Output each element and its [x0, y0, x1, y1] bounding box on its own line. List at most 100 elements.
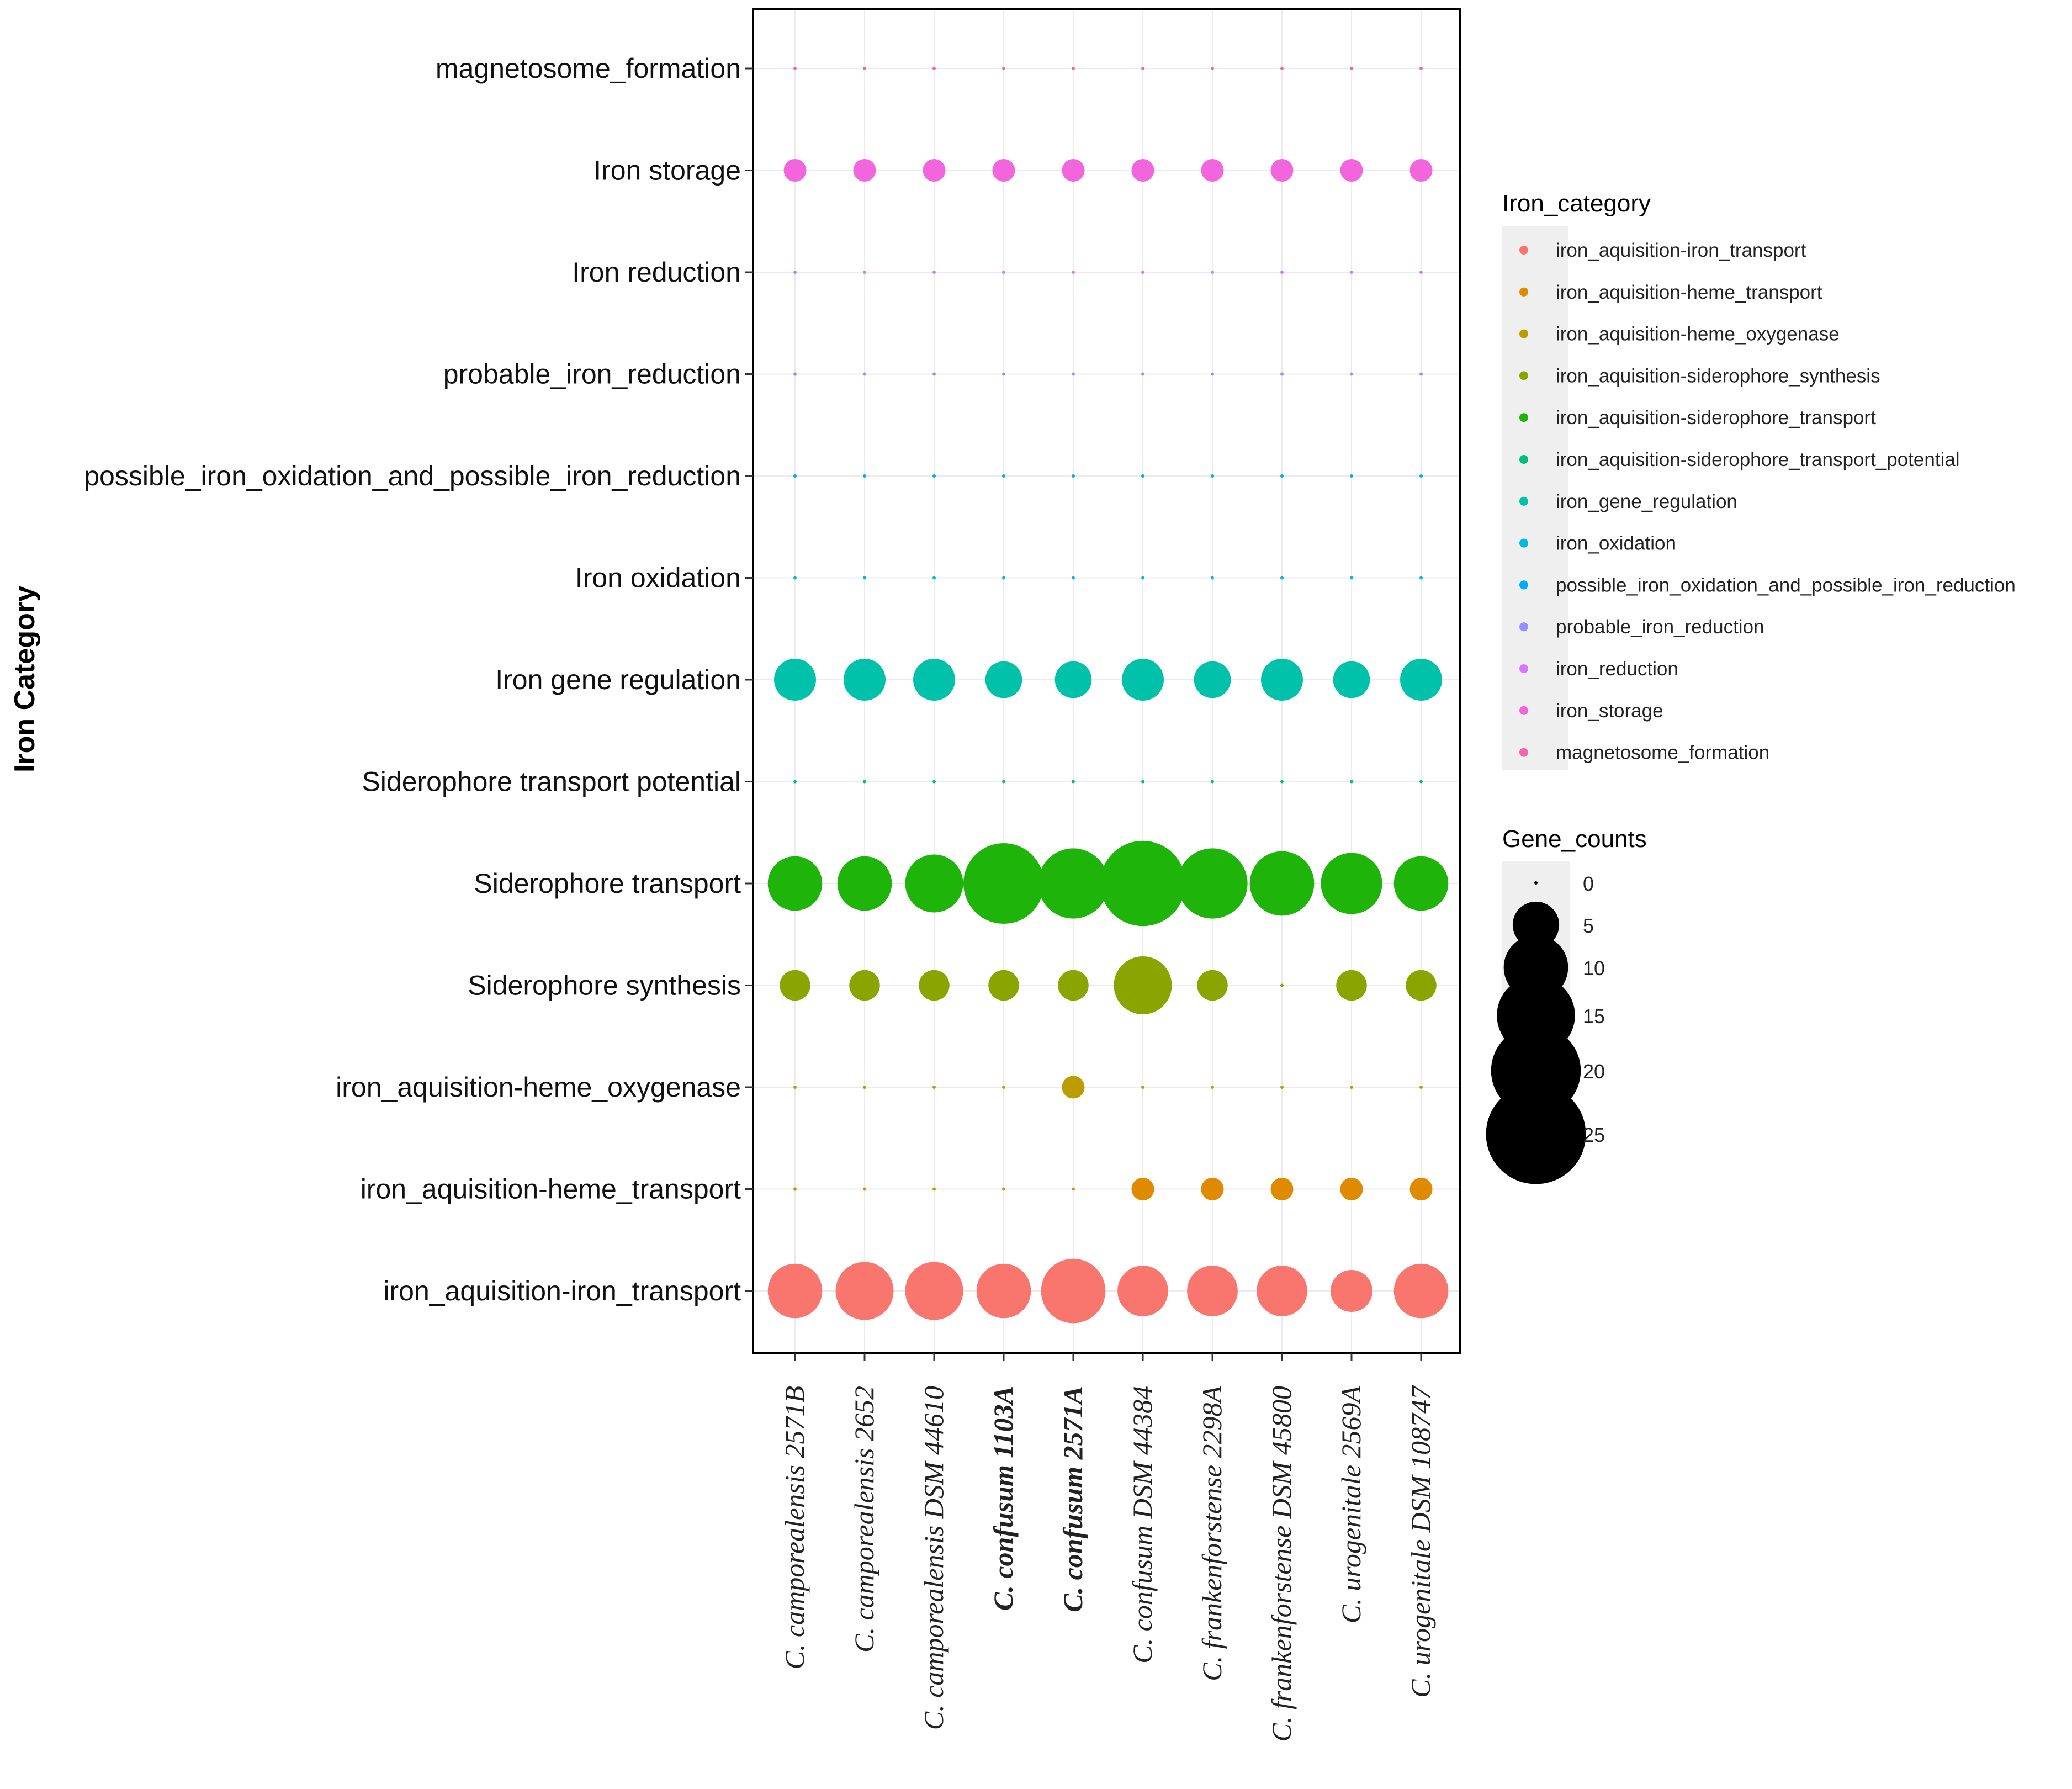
- data-point: [1419, 474, 1423, 478]
- data-point: [1141, 271, 1144, 274]
- data-point: [1340, 159, 1363, 182]
- data-point: [1333, 661, 1370, 698]
- y-tick-label: possible_iron_oxidation_and_possible_iro…: [84, 461, 741, 491]
- data-points: [767, 67, 1449, 1324]
- data-point: [853, 159, 876, 182]
- data-point: [1131, 1178, 1154, 1200]
- data-point: [913, 659, 955, 701]
- data-point: [1197, 970, 1228, 1001]
- data-point: [1350, 271, 1353, 274]
- data-point: [1141, 372, 1144, 376]
- data-point: [1072, 474, 1075, 478]
- data-point: [774, 659, 816, 701]
- data-point: [1131, 159, 1154, 182]
- x-tick-label: C. camporealensis 2571B: [779, 1386, 810, 1669]
- data-point: [849, 970, 880, 1001]
- data-point: [1141, 1086, 1144, 1089]
- legend-color-label: iron_aquisition-iron_transport: [1556, 240, 1806, 261]
- y-axis-ticks: magnetosome_formation Iron storage Iron re…: [84, 53, 753, 1306]
- data-point: [837, 856, 892, 911]
- legend-color-label: iron_aquisition-siderophore_transport: [1556, 407, 1876, 428]
- y-tick-label: Siderophore synthesis: [468, 970, 741, 1001]
- data-point: [932, 474, 936, 478]
- data-point: [1280, 780, 1284, 784]
- data-point: [1041, 1258, 1106, 1324]
- data-point: [1211, 780, 1214, 784]
- legend-color-key: [1519, 246, 1528, 255]
- legend-color-key-background: [1502, 226, 1568, 770]
- data-point: [1280, 67, 1284, 70]
- y-tick-label: Iron gene regulation: [495, 664, 741, 695]
- x-tick-label: C. urogenitale DSM 108747: [1405, 1385, 1436, 1698]
- data-point: [1062, 159, 1085, 182]
- data-point: [976, 1263, 1031, 1319]
- data-point: [919, 970, 950, 1001]
- data-point: [1280, 983, 1284, 987]
- data-point: [1419, 271, 1423, 274]
- data-point: [1177, 848, 1248, 919]
- data-point: [1187, 1266, 1238, 1316]
- data-point: [1114, 956, 1172, 1014]
- data-point: [793, 1086, 797, 1089]
- legend-color-label: iron_gene_regulation: [1556, 491, 1737, 512]
- data-point: [932, 372, 936, 376]
- data-point: [844, 659, 886, 701]
- data-point: [1331, 1270, 1372, 1312]
- data-point: [1419, 67, 1423, 70]
- legend-color-label: possible_iron_oxidation_and_possible_iro…: [1556, 574, 2016, 596]
- y-tick-label: Siderophore transport potential: [362, 766, 741, 797]
- y-tick-label: Iron storage: [593, 155, 741, 186]
- data-point: [1350, 372, 1353, 376]
- data-point: [1419, 576, 1423, 580]
- data-point: [1062, 1076, 1085, 1099]
- data-point: [1141, 780, 1144, 784]
- data-point: [1072, 67, 1075, 70]
- data-point: [1280, 474, 1284, 478]
- data-point: [1211, 1086, 1214, 1089]
- data-point: [1393, 856, 1449, 911]
- data-point: [1280, 372, 1284, 376]
- y-tick-label: iron_aquisition-heme_oxygenase: [336, 1072, 741, 1103]
- data-point: [992, 159, 1015, 182]
- y-tick-label: Iron reduction: [572, 257, 741, 288]
- data-point: [1211, 67, 1214, 70]
- data-point: [1419, 780, 1423, 784]
- x-tick-label: C. urogenitale 2569A: [1336, 1386, 1366, 1624]
- data-point: [1409, 159, 1433, 182]
- x-tick-label: C. confusum 2571A: [1057, 1386, 1088, 1612]
- legend-color-key: [1519, 538, 1528, 548]
- data-point: [863, 474, 866, 478]
- data-point: [963, 843, 1044, 924]
- data-point: [932, 1086, 936, 1089]
- y-tick-label: magnetosome_formation: [436, 53, 741, 84]
- data-point: [932, 780, 936, 784]
- x-tick-label: C. frankenforstense 2298A: [1196, 1386, 1227, 1681]
- data-point: [793, 67, 797, 70]
- legend-color-key: [1519, 580, 1528, 590]
- data-point: [863, 372, 866, 376]
- data-point: [863, 780, 866, 784]
- data-point: [1211, 474, 1214, 478]
- legend-color-key: [1519, 622, 1528, 632]
- data-point: [1072, 576, 1075, 580]
- x-tick-label: C. frankenforstense DSM 45800: [1266, 1386, 1297, 1742]
- data-point: [793, 372, 797, 376]
- legend-size-key: [1534, 881, 1538, 885]
- legend-color-title: Iron_category: [1502, 190, 1651, 217]
- data-point: [905, 854, 963, 913]
- data-point: [767, 856, 823, 911]
- legend-color-key: [1519, 706, 1528, 715]
- data-point: [1350, 576, 1353, 580]
- y-tick-label: iron_aquisition-iron_transport: [383, 1275, 741, 1306]
- data-point: [1002, 67, 1005, 70]
- data-point: [1201, 1178, 1224, 1200]
- legend-color-label: iron_aquisition-siderophore_transport_po…: [1556, 449, 1960, 470]
- data-point: [985, 661, 1022, 698]
- legend-color-label: iron_oxidation: [1556, 533, 1676, 554]
- x-axis-ticks: C. camporealensis 2571B C. camporealensis…: [779, 1353, 1436, 1742]
- data-point: [1100, 840, 1186, 927]
- data-point: [863, 576, 866, 580]
- y-tick-label: iron_aquisition-heme_transport: [361, 1174, 741, 1205]
- data-point: [1419, 372, 1423, 376]
